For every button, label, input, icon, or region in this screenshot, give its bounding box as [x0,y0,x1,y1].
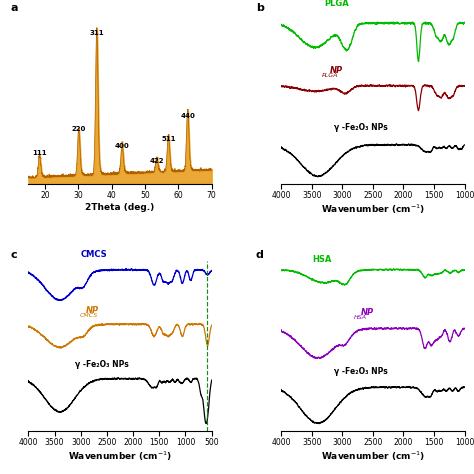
X-axis label: Wavenumber (cm$^{-1}$): Wavenumber (cm$^{-1}$) [68,449,172,463]
Text: a: a [10,3,18,13]
Text: b: b [255,3,264,13]
Text: d: d [255,250,264,260]
Text: 440: 440 [180,113,195,118]
Text: 220: 220 [72,126,86,132]
Text: PLGA: PLGA [324,0,349,8]
Text: NP: NP [330,66,343,75]
Text: c: c [10,250,17,260]
X-axis label: Wavenumber (cm$^{-1}$): Wavenumber (cm$^{-1}$) [321,449,425,463]
Text: CMCS: CMCS [81,250,108,259]
Text: CMCS: CMCS [80,313,98,318]
Text: 311: 311 [90,30,104,36]
Text: γ -Fe₂O₃ NPs: γ -Fe₂O₃ NPs [334,123,388,131]
Text: NP: NP [361,309,374,318]
Text: HSA: HSA [312,255,331,264]
Text: 111: 111 [32,150,47,156]
Text: NP: NP [86,306,99,315]
X-axis label: 2Theta (deg.): 2Theta (deg.) [85,202,155,211]
Text: 511: 511 [161,136,175,142]
Text: HSA: HSA [354,315,367,320]
Text: 422: 422 [149,158,164,164]
Text: 400: 400 [115,143,129,149]
X-axis label: Wavenumber (cm$^{-1}$): Wavenumber (cm$^{-1}$) [321,202,425,216]
Text: γ -Fe₂O₃ NPs: γ -Fe₂O₃ NPs [334,367,388,376]
Text: γ -Fe₂O₃ NPs: γ -Fe₂O₃ NPs [75,359,128,368]
Text: PLGA: PLGA [321,73,338,78]
